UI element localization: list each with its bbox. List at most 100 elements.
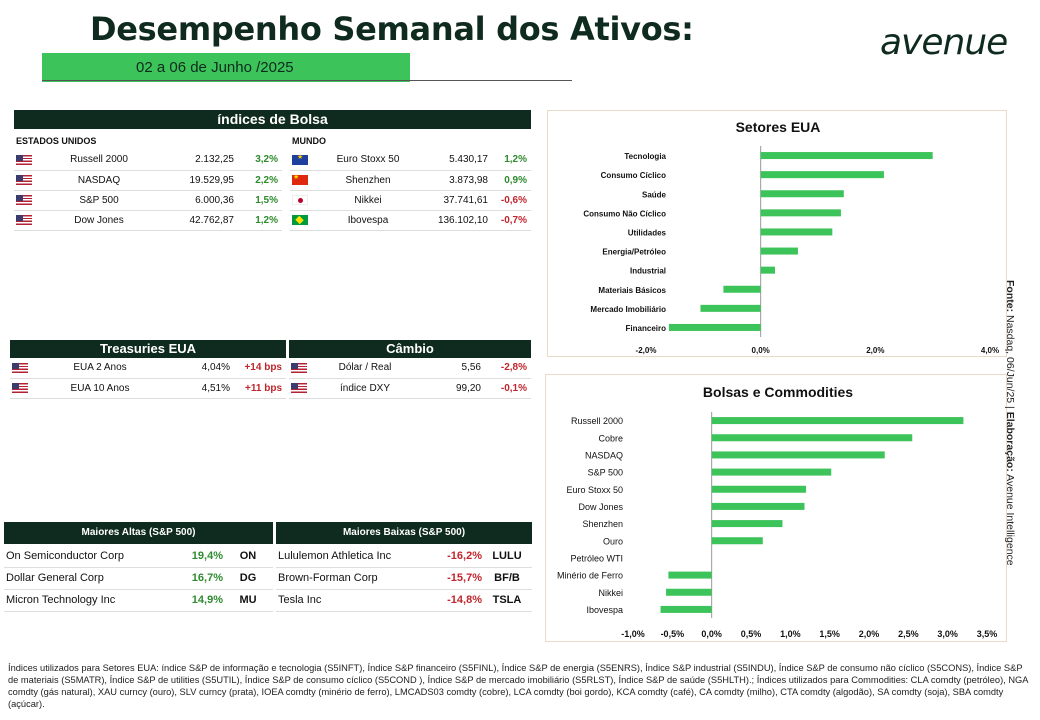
- x-tick-label: 4,0%: [981, 346, 999, 355]
- source-credit: Fonte: Nasdaq, 06/Jun/25 | Elaboração: A…: [1004, 280, 1016, 580]
- company-ticker: DG: [223, 567, 273, 590]
- index-name: S&P 500: [44, 190, 154, 211]
- x-tick-label: 1,5%: [819, 629, 840, 639]
- company-change: 14,9%: [163, 589, 223, 612]
- eu-flag: [292, 153, 308, 165]
- bar: [711, 520, 783, 528]
- index-value: 3.873,98: [418, 170, 488, 191]
- company-name: Tesla Inc: [276, 589, 422, 612]
- footnote: Índices utilizados para Setores EUA: índ…: [8, 663, 1028, 709]
- category-label: Cobre: [598, 433, 623, 443]
- company-change: 19,4%: [163, 545, 223, 568]
- treasuries-header: Treasuries EUA: [10, 340, 286, 358]
- category-label: Russell 2000: [571, 416, 623, 426]
- company-ticker: LULU: [482, 545, 532, 568]
- br-flag: [292, 214, 308, 225]
- treasuries-table: EUA 2 Anos 4,04% +14 bps EUA 10 Anos 4,51% +1…: [10, 358, 286, 399]
- sectors-chart-panel: Setores EUA Tecnologia Consumo Cíclico Saúd…: [547, 110, 1007, 357]
- category-label: Ouro: [603, 536, 623, 546]
- x-tick-label: -2,0%: [636, 346, 657, 355]
- us-flag: [12, 362, 28, 373]
- index-change: 3,2%: [234, 150, 282, 171]
- bar: [666, 588, 712, 596]
- index-value: 37.741,61: [418, 190, 488, 211]
- bar: [760, 228, 833, 236]
- svg-text:avenue: avenue: [880, 22, 1007, 62]
- x-tick-label: 1,0%: [780, 629, 801, 639]
- bar: [711, 468, 832, 476]
- top-losers-table: Lululemon Athletica Inc -16,2% LULU Brown-F…: [276, 545, 532, 612]
- category-label: Dow Jones: [578, 502, 623, 512]
- bar: [711, 434, 913, 442]
- x-tick-label: 0,0%: [701, 629, 722, 639]
- x-tick-label: -0,5%: [661, 629, 685, 639]
- category-label: Saúde: [642, 190, 667, 199]
- category-label: Energia/Petróleo: [602, 248, 666, 257]
- category-label: S&P 500: [588, 468, 623, 478]
- x-tick-label: 3,0%: [937, 629, 958, 639]
- company-ticker: TSLA: [482, 589, 532, 612]
- category-label: Consumo Cíclico: [601, 171, 666, 180]
- index-row: Ibovespa 136.102,10 -0,7%: [290, 210, 531, 231]
- index-name: Russell 2000: [44, 150, 154, 171]
- top-gainers-table: On Semiconductor Corp 19,4% ON Dollar Gener…: [4, 545, 273, 612]
- category-label: Tecnologia: [624, 152, 666, 161]
- company-name: Lululemon Athletica Inc: [276, 545, 422, 568]
- index-change: -0,7%: [488, 210, 531, 231]
- index-name: Euro Stoxx 50: [318, 150, 418, 171]
- mover-row: On Semiconductor Corp 19,4% ON: [4, 545, 273, 568]
- index-change: 1,2%: [488, 150, 531, 171]
- bar: [760, 209, 841, 217]
- cambio-header: Câmbio: [289, 340, 531, 358]
- page-title: Desempenho Semanal dos Ativos:: [90, 10, 694, 48]
- category-label: Industrial: [630, 267, 666, 276]
- x-tick-label: 2,0%: [859, 629, 880, 639]
- x-tick-label: -1,0%: [621, 629, 645, 639]
- x-tick-label: 0,0%: [752, 346, 770, 355]
- index-change: 2,2%: [234, 170, 282, 191]
- bar: [668, 571, 712, 579]
- category-label: Consumo Não Cíclico: [583, 209, 666, 218]
- category-label: Minério de Ferro: [557, 571, 623, 581]
- company-name: On Semiconductor Corp: [4, 545, 163, 568]
- index-change: 0,9%: [488, 170, 531, 191]
- index-row: EUA 10 Anos 4,51% +11 bps: [10, 378, 286, 399]
- company-name: Brown-Forman Corp: [276, 567, 422, 590]
- indices-header: índices de Bolsa: [14, 110, 531, 129]
- bar: [711, 485, 807, 493]
- company-change: -15,7%: [422, 567, 482, 590]
- us-flag: [16, 174, 32, 185]
- x-tick-label: 3,5%: [977, 629, 998, 639]
- mover-row: Brown-Forman Corp -15,7% BF/B: [276, 567, 532, 590]
- top-gainers-header: Maiores Altas (S&P 500): [4, 522, 273, 544]
- avenue-logo-mark: avenue: [880, 22, 1008, 63]
- index-value: 5.430,17: [418, 150, 488, 171]
- category-label: Ibovespa: [586, 605, 623, 615]
- company-name: Micron Technology Inc: [4, 589, 163, 612]
- bar: [723, 285, 761, 293]
- bar: [760, 152, 933, 160]
- source-label: Fonte:: [1004, 280, 1016, 313]
- world-section-label: MUNDO: [292, 136, 326, 146]
- mover-row: Dollar General Corp 16,7% DG: [4, 567, 273, 590]
- markets-chart-panel: Bolsas e Commodities Russell 2000 Cobre NAS…: [545, 374, 1007, 642]
- company-change: -16,2%: [422, 545, 482, 568]
- bar: [760, 266, 775, 274]
- top-losers-header: Maiores Baixas (S&P 500): [276, 522, 532, 544]
- bar: [700, 304, 761, 312]
- category-label: Petróleo WTI: [570, 553, 623, 563]
- index-name: EUA 10 Anos: [40, 378, 160, 399]
- mover-row: Tesla Inc -14,8% TSLA: [276, 589, 532, 612]
- index-name: NASDAQ: [44, 170, 154, 191]
- chart-title: Bolsas e Commodities: [703, 384, 853, 400]
- cn-flag: [292, 173, 308, 185]
- x-tick-label: 2,5%: [898, 629, 919, 639]
- index-row: Euro Stoxx 505.430,171,2%: [290, 150, 531, 171]
- x-tick-label: 2,0%: [866, 346, 884, 355]
- us-flag: [291, 362, 307, 373]
- index-name: Dólar / Real: [315, 358, 415, 379]
- date-range-band: 02 a 06 de Junho /2025: [42, 53, 410, 82]
- us-flag: [16, 194, 32, 205]
- bar: [668, 323, 761, 331]
- company-change: -14,8%: [422, 589, 482, 612]
